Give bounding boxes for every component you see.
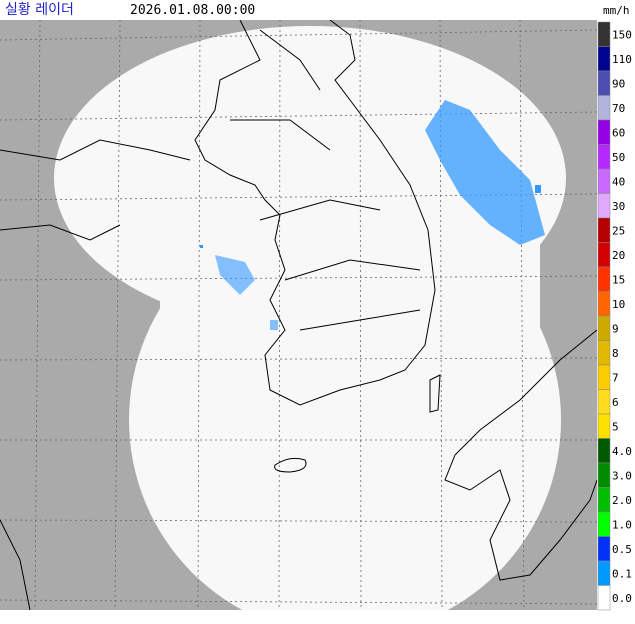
legend-label: 5 [612,420,619,433]
legend-label: 4.0 [612,445,632,458]
legend-label: 90 [612,77,625,90]
legend-label: 40 [612,175,625,188]
legend-swatch [597,95,611,121]
coastline [0,20,597,610]
legend-label: 3.0 [612,469,632,482]
legend-swatch [597,119,611,145]
legend-label: 6 [612,396,619,409]
unit: mm/h [603,4,630,17]
legend-label: 0.5 [612,543,632,556]
legend-swatch [597,242,611,268]
legend-swatch [597,585,611,611]
legend-swatch [597,193,611,219]
legend-label: 7 [612,371,619,384]
legend-label: 25 [612,224,625,237]
legend-label: 110 [612,53,632,66]
datetime: 2026.01.08.00:00 [130,3,255,18]
legend-label: 9 [612,322,619,335]
legend-swatch [597,364,611,390]
legend-swatch [597,487,611,513]
legend-swatch [597,340,611,366]
legend-label: 8 [612,347,619,360]
precipitation [200,100,545,330]
legend-swatch [597,462,611,488]
title: 실황 레이더 [5,2,74,18]
legend-label: 1.0 [612,518,632,531]
legend-label: 10 [612,298,625,311]
legend-swatch [597,536,611,562]
legend-label: 70 [612,102,625,115]
legend-label: 50 [612,151,625,164]
legend-label: 60 [612,126,625,139]
legend-label: 30 [612,200,625,213]
legend-swatch [597,46,611,72]
legend-swatch [597,266,611,292]
graticule [0,20,597,610]
map [0,20,597,610]
legend-swatch [597,168,611,194]
legend-swatch [597,413,611,439]
legend-label: 15 [612,273,625,286]
legend-swatch [597,70,611,96]
legend-swatch [597,511,611,537]
legend-label: 2.0 [612,494,632,507]
legend-swatch [597,144,611,170]
legend: 150 110 90 70 60 50 40 30 25 20 15 10 9 8 7 6 5 4.0 3.0 2.0… [597,21,632,611]
legend-swatch [597,389,611,415]
legend-label: 0.1 [612,567,632,580]
legend-swatch [597,291,611,317]
legend-label: 0.0 [612,592,632,605]
legend-swatch [597,217,611,243]
legend-swatch [597,560,611,586]
legend-swatch [597,315,611,341]
legend-label: 20 [612,249,625,262]
legend-swatch [597,21,611,47]
legend-swatch [597,438,611,464]
legend-label: 150 [612,28,632,41]
